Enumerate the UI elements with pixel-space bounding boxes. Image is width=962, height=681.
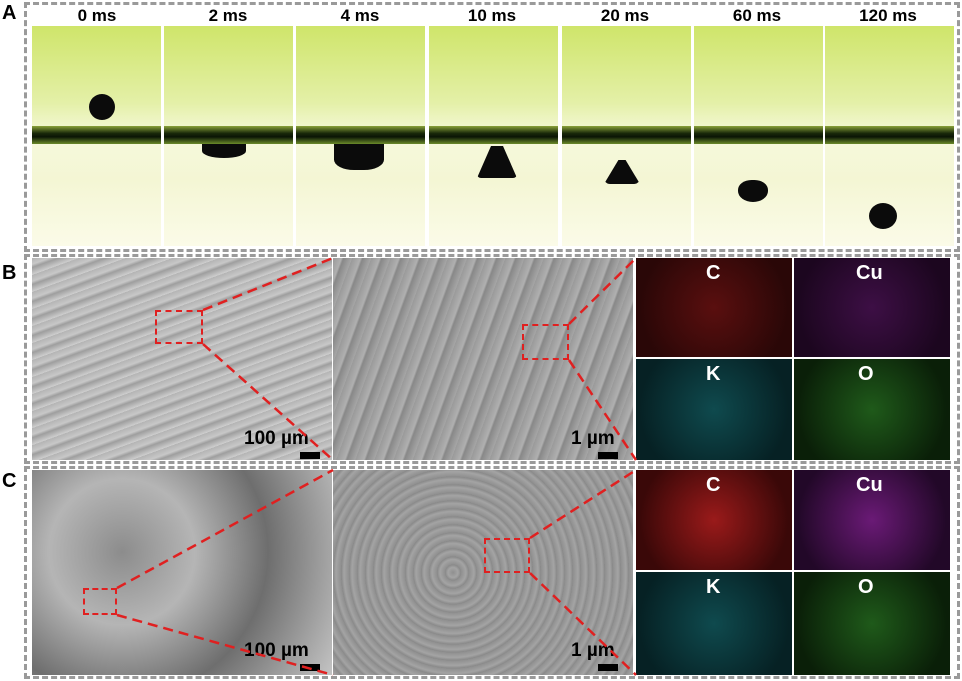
eds-map-c-cu: Cu (794, 470, 950, 570)
droplet (477, 146, 517, 178)
eds-map-b-o: O (794, 359, 950, 460)
panel-a-frame (24, 2, 960, 252)
time-label-1: 2 ms (208, 6, 248, 25)
droplet-frame-1 (164, 26, 293, 246)
eds-map-c-c: C (636, 470, 792, 570)
scale-label-c-high: 1 µm (571, 640, 615, 661)
scale-bar-c-high (598, 664, 618, 671)
panel-label-a: A (2, 2, 17, 24)
mesh-rod (825, 126, 954, 144)
panel-b-frame (24, 254, 960, 464)
scale-label-c-low: 100 µm (244, 640, 309, 661)
time-label-4: 20 ms (600, 6, 650, 25)
eds-map-b-cu: Cu (794, 258, 950, 357)
droplet (738, 180, 768, 202)
scale-label-b-high: 1 µm (571, 428, 615, 449)
time-label-5: 60 ms (732, 6, 782, 25)
droplet (869, 203, 897, 229)
panel-label-c: C (2, 470, 17, 492)
zoom-box-c-high (484, 538, 530, 573)
droplet-frame-2 (296, 26, 425, 246)
eds-map-b-k: K (636, 359, 792, 460)
zoom-box-b-low (155, 310, 203, 344)
zoom-box-c-low (83, 588, 117, 615)
mesh-rod (694, 126, 823, 144)
scale-bar-b-low (300, 452, 320, 459)
droplet (604, 160, 640, 184)
droplet-frame-5 (694, 26, 823, 246)
time-label-0: 0 ms (77, 6, 117, 25)
panel-label-b: B (2, 262, 17, 284)
scale-bar-b-high (598, 452, 618, 459)
droplet (202, 144, 246, 158)
eds-map-b-c: C (636, 258, 792, 357)
zoom-box-b-high (522, 324, 569, 360)
mesh-rod (429, 126, 558, 144)
droplet-frame-0 (32, 26, 161, 246)
droplet-frame-6 (825, 26, 954, 246)
mesh-rod (562, 126, 691, 144)
mesh-rod (164, 126, 293, 144)
mesh-rod (32, 126, 161, 144)
droplet-frame-3 (429, 26, 558, 246)
panel-c-frame (24, 466, 960, 679)
droplet (89, 94, 115, 120)
droplet-frame-4 (562, 26, 691, 246)
eds-map-c-o: O (794, 572, 950, 675)
time-label-6: 120 ms (859, 6, 917, 25)
time-label-3: 10 ms (467, 6, 517, 25)
mesh-rod (296, 126, 425, 144)
scale-bar-c-low (300, 664, 320, 671)
eds-map-c-k: K (636, 572, 792, 675)
time-label-2: 4 ms (340, 6, 380, 25)
droplet (334, 144, 384, 170)
scale-label-b-low: 100 µm (244, 428, 309, 449)
